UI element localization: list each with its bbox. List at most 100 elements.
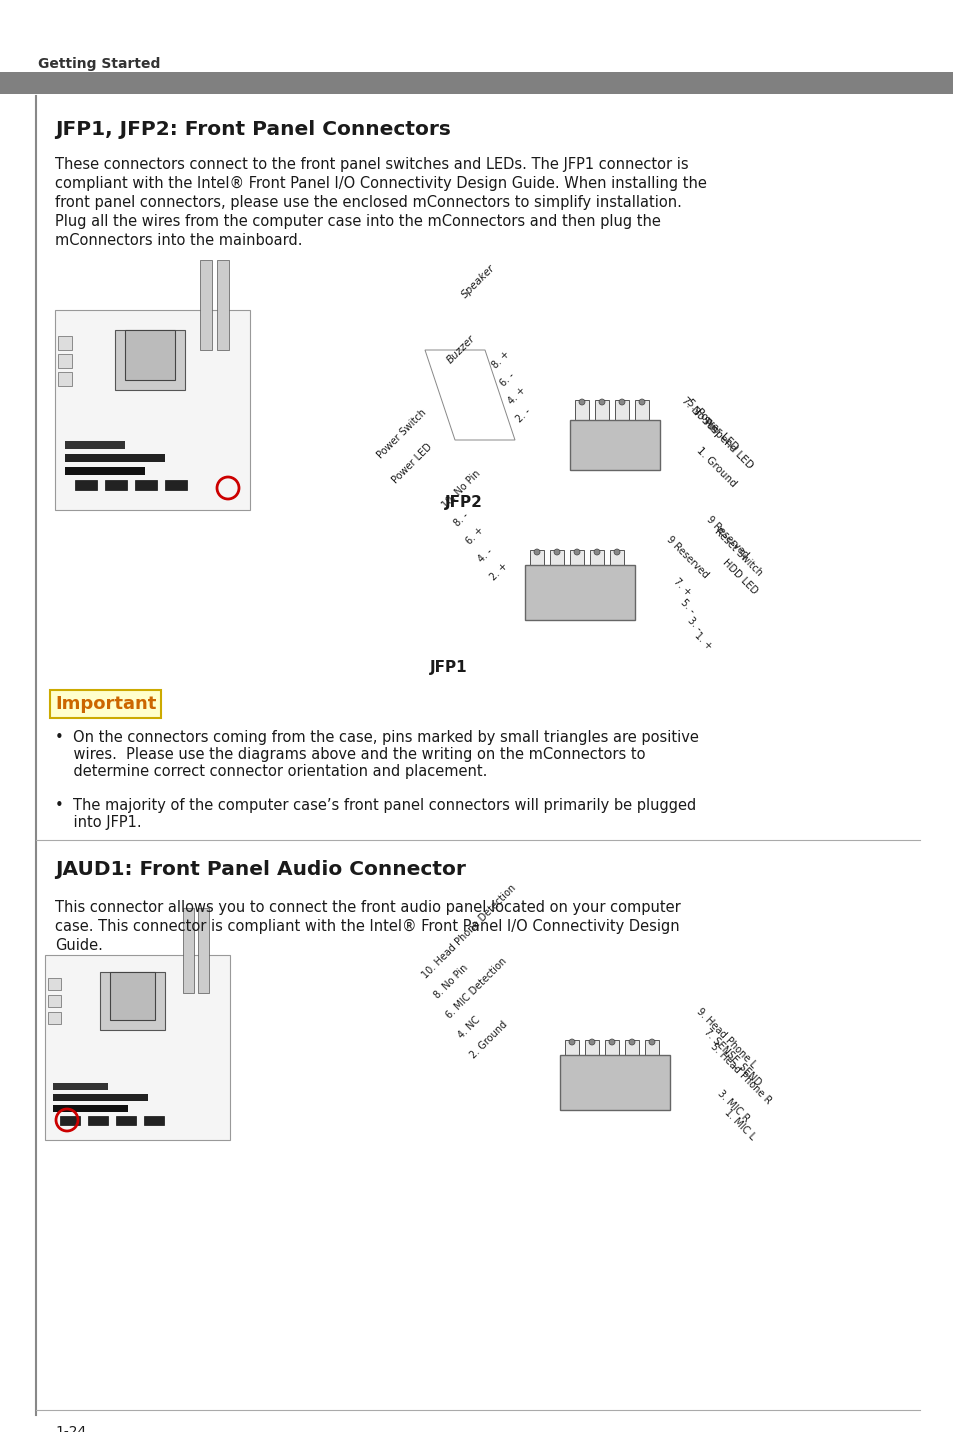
Text: Speaker: Speaker	[459, 263, 497, 299]
Text: 10. Head Phone Detection: 10. Head Phone Detection	[419, 882, 517, 979]
Text: This connector allows you to connect the front audio panel located on your compu: This connector allows you to connect the…	[55, 899, 680, 915]
Text: 1. Ground: 1. Ground	[695, 445, 738, 488]
Text: 9. Head Phone L: 9. Head Phone L	[695, 1007, 758, 1070]
Bar	[55, 309, 250, 510]
Bar	[609, 550, 623, 571]
Bar	[100, 972, 165, 1030]
Bar	[75, 480, 97, 490]
Text: Getting Started: Getting Started	[38, 57, 160, 72]
Bar	[564, 1040, 578, 1063]
Bar	[65, 467, 145, 475]
Bar	[584, 1063, 598, 1084]
Bar	[530, 550, 543, 571]
Circle shape	[598, 400, 604, 405]
Bar	[575, 400, 588, 422]
Bar	[615, 400, 628, 422]
Bar	[559, 1055, 669, 1110]
Text: 2. Ground: 2. Ground	[468, 1020, 509, 1060]
Text: 5. Power LED: 5. Power LED	[684, 398, 740, 453]
Bar	[569, 571, 583, 594]
Bar	[0, 72, 953, 95]
Bar	[589, 571, 603, 594]
Text: Guide.: Guide.	[55, 938, 103, 954]
Bar	[125, 329, 174, 379]
Bar	[53, 1094, 148, 1101]
Bar	[65, 454, 165, 463]
Text: JFP2: JFP2	[444, 495, 482, 510]
Text: 5. -: 5. -	[679, 597, 697, 616]
Text: JFP1: JFP1	[430, 660, 467, 674]
Bar	[53, 1083, 108, 1090]
Circle shape	[598, 421, 604, 427]
Bar	[48, 978, 61, 990]
Text: 8. No Pin: 8. No Pin	[432, 962, 469, 1000]
Bar	[58, 337, 71, 349]
Bar	[165, 480, 187, 490]
Text: 1. MIC L: 1. MIC L	[722, 1107, 757, 1141]
Text: 2. +: 2. +	[488, 560, 509, 581]
Text: 1-24: 1-24	[55, 1425, 86, 1432]
Text: 8. +: 8. +	[490, 348, 511, 369]
Bar	[604, 1063, 618, 1084]
Circle shape	[534, 548, 539, 556]
Bar	[135, 480, 157, 490]
Bar	[116, 1116, 136, 1126]
Circle shape	[588, 1061, 595, 1067]
Circle shape	[594, 548, 599, 556]
Bar	[595, 422, 608, 444]
Bar	[584, 1040, 598, 1063]
Bar	[58, 354, 71, 368]
Text: 3. -: 3. -	[685, 616, 703, 634]
Bar	[644, 1040, 659, 1063]
Text: 7. No Pin: 7. No Pin	[679, 395, 719, 435]
Circle shape	[608, 1040, 615, 1045]
Text: determine correct connector orientation and placement.: determine correct connector orientation …	[55, 765, 487, 779]
Circle shape	[554, 548, 559, 556]
Bar	[615, 422, 628, 444]
Circle shape	[574, 571, 579, 577]
Circle shape	[628, 1061, 635, 1067]
Text: 3. MIC R: 3. MIC R	[716, 1088, 751, 1124]
Circle shape	[614, 571, 619, 577]
Bar	[635, 400, 648, 422]
Text: 6. -: 6. -	[497, 369, 516, 388]
Bar	[609, 571, 623, 594]
Bar	[550, 571, 563, 594]
Text: JFP1, JFP2: Front Panel Connectors: JFP1, JFP2: Front Panel Connectors	[55, 120, 451, 139]
Text: compliant with the Intel® Front Panel I/O Connectivity Design Guide. When instal: compliant with the Intel® Front Panel I/…	[55, 176, 706, 190]
Text: These connectors connect to the front panel switches and LEDs. The JFP1 connecto: These connectors connect to the front pa…	[55, 158, 688, 172]
Bar	[569, 420, 659, 470]
Circle shape	[618, 400, 624, 405]
Circle shape	[618, 421, 624, 427]
Bar	[65, 441, 125, 450]
Bar	[635, 422, 648, 444]
Text: 5. Head Phone R: 5. Head Phone R	[708, 1041, 773, 1106]
Text: mConnectors into the mainboard.: mConnectors into the mainboard.	[55, 233, 302, 248]
Text: 9 Reserved: 9 Reserved	[664, 534, 710, 580]
Circle shape	[639, 421, 644, 427]
Circle shape	[534, 571, 539, 577]
Bar	[624, 1063, 639, 1084]
Circle shape	[628, 1040, 635, 1045]
Text: front panel connectors, please use the enclosed mConnectors to simplify installa: front panel connectors, please use the e…	[55, 195, 681, 211]
Bar	[48, 995, 61, 1007]
Bar	[530, 571, 543, 594]
Circle shape	[608, 1061, 615, 1067]
Text: 4. +: 4. +	[505, 385, 527, 407]
Circle shape	[554, 571, 559, 577]
Text: 7. +: 7. +	[671, 577, 693, 599]
Bar	[144, 1116, 164, 1126]
Circle shape	[578, 400, 584, 405]
Text: wires.  Please use the diagrams above and the writing on the mConnectors to: wires. Please use the diagrams above and…	[55, 748, 645, 762]
Text: 2. -: 2. -	[514, 405, 532, 424]
Bar	[48, 1012, 61, 1024]
Bar	[524, 566, 635, 620]
Circle shape	[594, 571, 599, 577]
Text: HDD LED: HDD LED	[720, 557, 760, 596]
Circle shape	[648, 1061, 655, 1067]
Bar	[53, 1106, 128, 1113]
Text: Power LED: Power LED	[390, 441, 434, 485]
Text: 3. Suspend LED: 3. Suspend LED	[689, 407, 754, 471]
Circle shape	[588, 1040, 595, 1045]
Bar	[200, 261, 212, 349]
